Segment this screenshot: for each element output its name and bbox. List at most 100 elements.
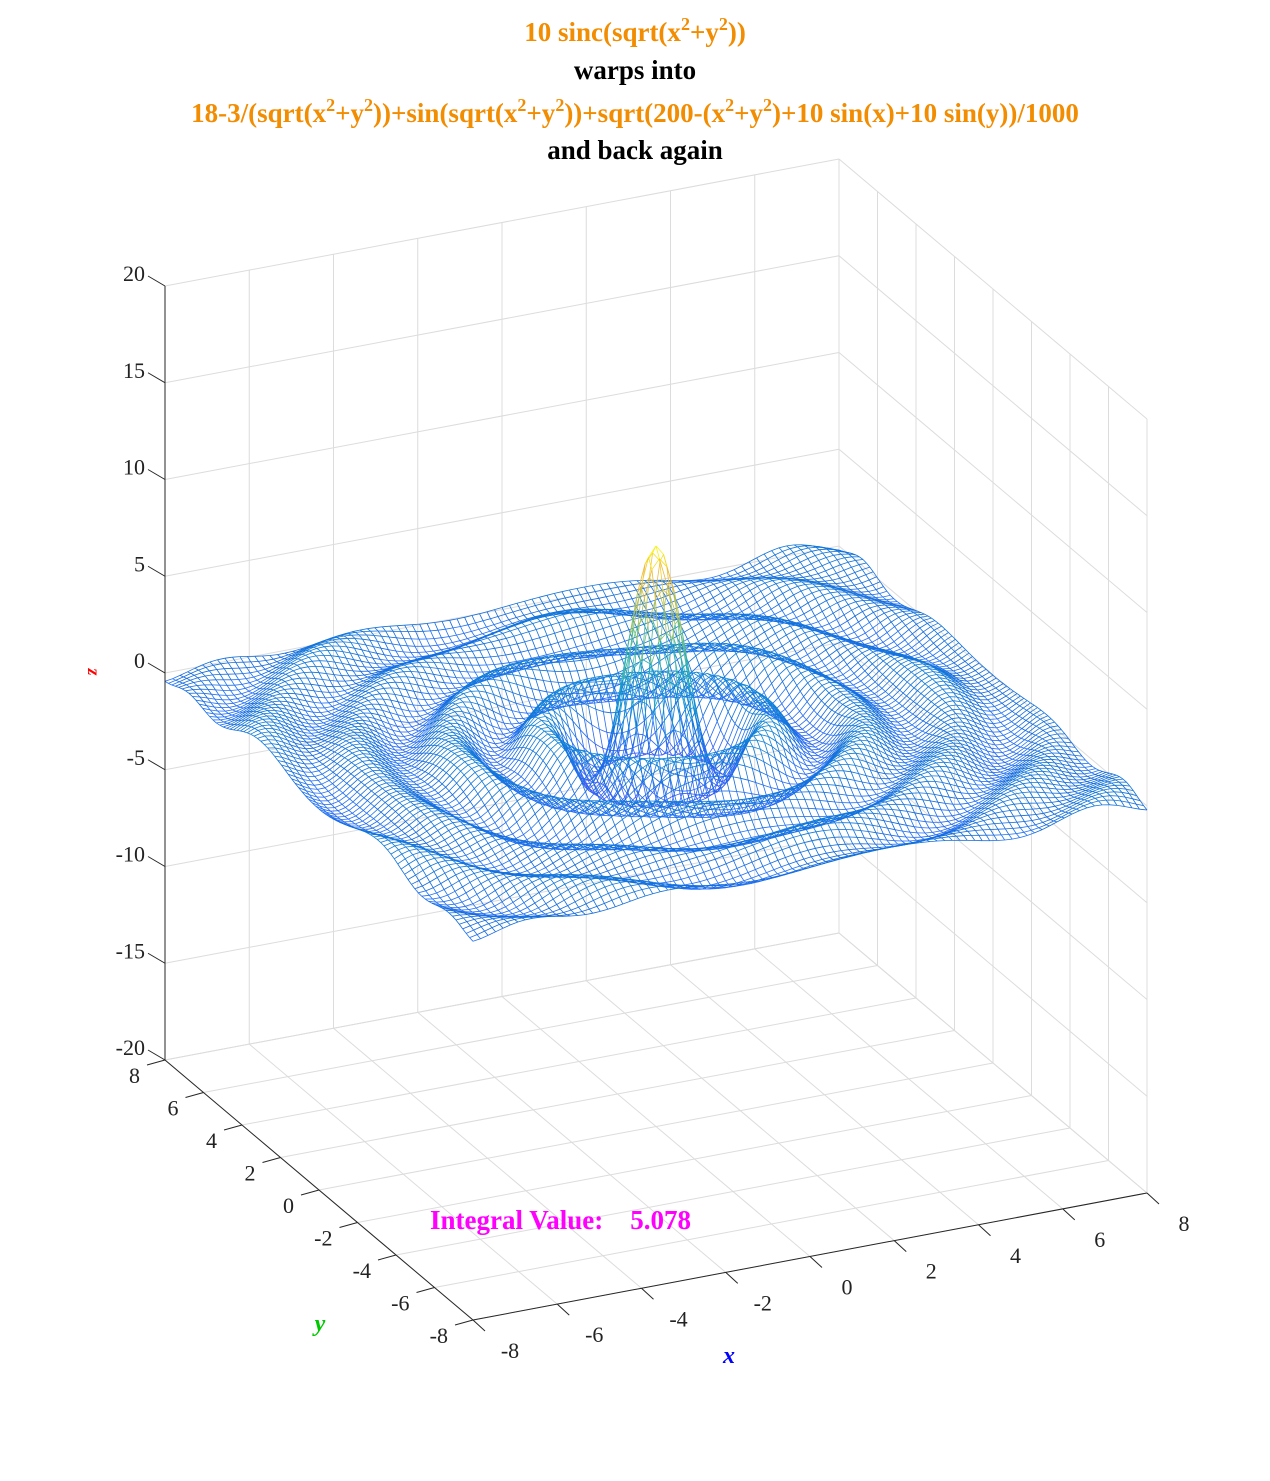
- mesh-segment: [462, 701, 467, 708]
- mesh-segment: [252, 707, 261, 712]
- mesh-segment: [711, 575, 720, 578]
- mesh-segment: [374, 626, 383, 629]
- mesh-segment: [318, 672, 323, 680]
- mesh-segment: [335, 708, 340, 711]
- mesh-segment: [712, 609, 721, 614]
- mesh-segment: [398, 701, 406, 704]
- mesh-segment: [400, 721, 409, 723]
- mesh-segment: [375, 698, 380, 705]
- mesh-segment: [726, 572, 731, 577]
- mesh-segment: [338, 668, 346, 671]
- mesh-segment: [291, 651, 300, 656]
- mesh-segment: [354, 647, 362, 651]
- mesh-segment: [709, 587, 718, 593]
- mesh-segment: [253, 676, 258, 681]
- mesh-segment: [351, 724, 356, 727]
- mesh-segment: [437, 643, 445, 646]
- mesh-segment: [621, 614, 626, 622]
- mesh-segment: [324, 787, 329, 792]
- mesh-segment: [369, 640, 374, 647]
- mesh-segment: [782, 548, 791, 552]
- side-wall-grid-line: [838, 448, 1148, 710]
- mesh-segment: [475, 684, 483, 687]
- mesh-segment: [406, 689, 414, 692]
- mesh-segment: [335, 641, 340, 647]
- mesh-segment: [756, 602, 761, 609]
- mesh-segment: [292, 670, 297, 675]
- mesh-segment: [221, 699, 227, 705]
- mesh-segment: [351, 684, 360, 689]
- mesh-segment: [512, 653, 517, 662]
- mesh-segment: [446, 719, 455, 722]
- mesh-segment: [771, 587, 780, 593]
- mesh-segment: [456, 664, 461, 672]
- mesh-segment: [455, 703, 460, 708]
- mesh-segment: [808, 547, 813, 552]
- mesh-segment: [275, 662, 284, 668]
- mesh-segment: [513, 633, 522, 637]
- mesh-segment: [822, 551, 831, 554]
- mesh-segment: [229, 699, 234, 704]
- mesh-segment: [728, 580, 733, 583]
- mesh-segment: [800, 590, 805, 597]
- mesh-segment: [171, 681, 180, 686]
- mesh-segment: [865, 574, 870, 581]
- mesh-segment: [469, 639, 478, 643]
- mesh-segment: [220, 713, 229, 715]
- mesh-segment: [357, 665, 365, 668]
- mesh-segment: [352, 678, 360, 681]
- mesh-segment: [629, 656, 634, 666]
- mesh-segment: [535, 605, 540, 612]
- mesh-segment: [332, 639, 337, 643]
- mesh-segment: [346, 700, 355, 707]
- mesh-segment: [543, 627, 548, 636]
- mesh-segment: [218, 694, 223, 701]
- mesh-segment: [474, 671, 479, 678]
- mesh-segment: [749, 590, 754, 597]
- mesh-segment: [283, 697, 292, 699]
- mesh-segment: [554, 593, 559, 600]
- mesh-segment: [416, 711, 421, 717]
- mesh-segment: [636, 580, 641, 584]
- mesh-segment: [750, 620, 758, 625]
- mesh-segment: [387, 681, 396, 684]
- mesh-segment: [340, 759, 349, 767]
- mesh-segment: [339, 638, 344, 643]
- mesh-segment: [432, 698, 440, 700]
- mesh-segment: [368, 698, 376, 701]
- mesh-segment: [815, 598, 820, 606]
- mesh-segment: [355, 680, 364, 684]
- mesh-segment: [705, 597, 714, 603]
- mesh-segment: [356, 705, 365, 709]
- mesh-segment: [172, 678, 177, 681]
- mesh-segment: [317, 789, 322, 794]
- mesh-segment: [311, 726, 320, 728]
- mesh-segment: [861, 582, 866, 588]
- mesh-segment: [494, 648, 499, 657]
- mesh-segment: [781, 564, 786, 570]
- mesh-segment: [451, 698, 460, 704]
- mesh-segment: [475, 622, 480, 630]
- mesh-segment: [253, 666, 258, 672]
- mesh-segment: [379, 666, 388, 668]
- mesh-segment: [267, 672, 276, 679]
- mesh-segment: [421, 692, 429, 695]
- mesh-segment: [832, 567, 837, 574]
- mesh-segment: [227, 715, 236, 719]
- mesh-segment: [271, 672, 280, 679]
- mesh-segment: [284, 655, 292, 660]
- mesh-segment: [840, 564, 845, 571]
- mesh-segment: [872, 581, 881, 586]
- mesh-segment: [770, 608, 775, 615]
- mesh-segment: [302, 694, 307, 702]
- mesh-segment: [883, 586, 888, 592]
- mesh-segment: [254, 725, 263, 729]
- side-wall-grid-line: [838, 158, 1148, 420]
- mesh-segment: [538, 608, 547, 612]
- mesh-segment: [417, 652, 423, 657]
- mesh-segment: [821, 575, 830, 579]
- mesh-segment: [532, 669, 540, 671]
- mesh-segment: [240, 700, 245, 704]
- mesh-segment: [233, 694, 238, 699]
- mesh-segment: [365, 691, 370, 694]
